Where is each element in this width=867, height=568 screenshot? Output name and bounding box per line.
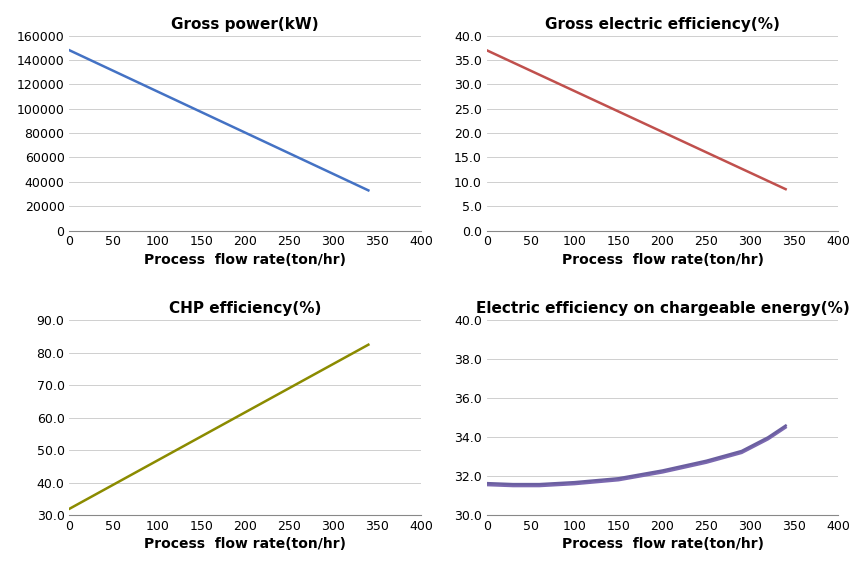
Title: Gross electric efficiency(%): Gross electric efficiency(%) (545, 16, 780, 32)
X-axis label: Process  flow rate(ton/hr): Process flow rate(ton/hr) (144, 253, 346, 266)
X-axis label: Process  flow rate(ton/hr): Process flow rate(ton/hr) (562, 253, 764, 266)
X-axis label: Process  flow rate(ton/hr): Process flow rate(ton/hr) (144, 537, 346, 552)
Title: Electric efficiency on chargeable energy(%): Electric efficiency on chargeable energy… (476, 302, 850, 316)
X-axis label: Process  flow rate(ton/hr): Process flow rate(ton/hr) (562, 537, 764, 552)
Title: Gross power(kW): Gross power(kW) (172, 16, 319, 32)
Title: CHP efficiency(%): CHP efficiency(%) (169, 302, 322, 316)
